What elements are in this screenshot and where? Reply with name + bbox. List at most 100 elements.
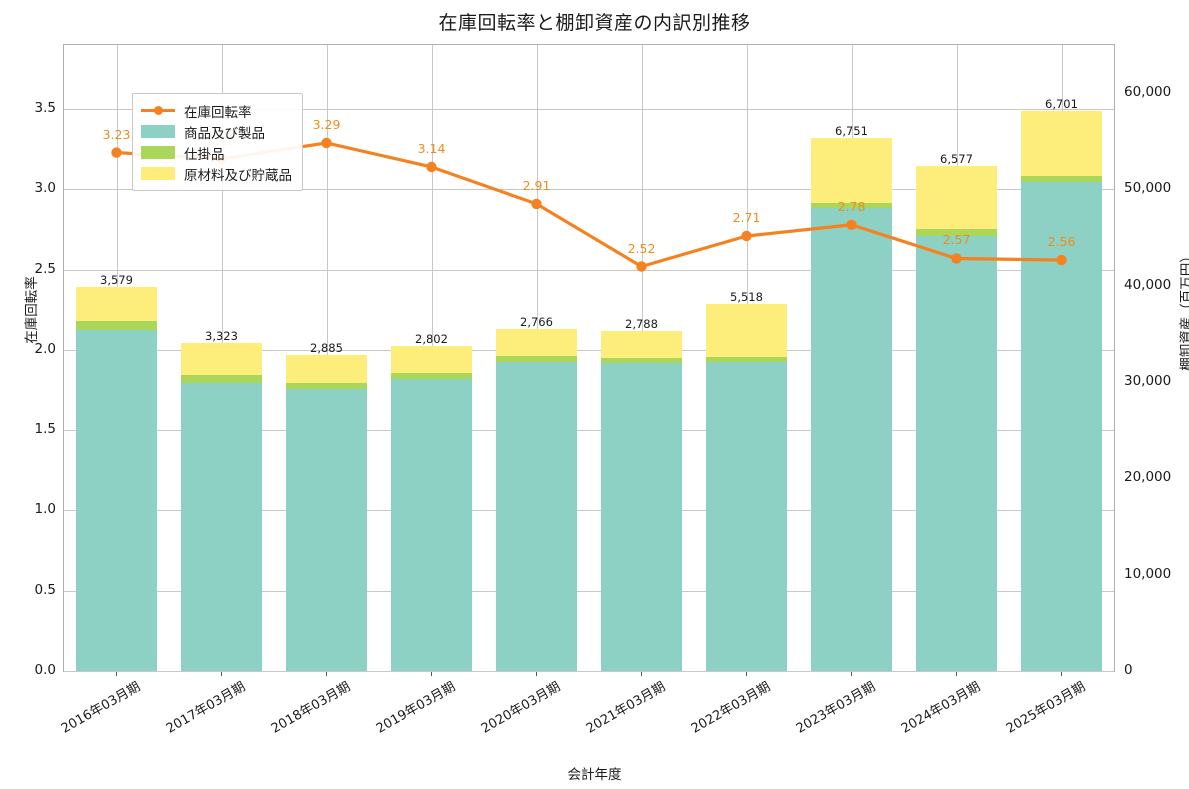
line-data-point[interactable] [741, 230, 752, 242]
bar-segment[interactable] [810, 137, 893, 203]
legend-item[interactable]: 仕掛品 [141, 142, 292, 163]
line-point-label: 3.23 [102, 126, 131, 142]
grid-line-horizontal [64, 349, 1114, 351]
line-data-point[interactable] [111, 147, 122, 158]
bar-segment[interactable] [600, 358, 683, 363]
y-axis-left-tick-label: 2.0 [34, 340, 56, 357]
x-axis-tick-label: 2017年03月期 [163, 679, 248, 737]
line-data-point[interactable] [426, 161, 437, 173]
y-axis-left-tick-label: 0.5 [34, 581, 56, 598]
legend-label: 在庫回転率 [184, 104, 252, 121]
bar-segment[interactable] [180, 375, 263, 383]
grid-line-horizontal [64, 430, 1114, 432]
y-axis-left-tick-label: 2.5 [34, 260, 56, 277]
y-axis-left-labels: 0.0 0.5 1.0 1.5 2.0 2.5 3.0 3.5 [0, 44, 1189, 678]
bar-segment[interactable] [705, 356, 788, 362]
x-axis-tick-label: 2022年03月期 [688, 679, 773, 737]
stacked-bar[interactable]: 30,3646172,802 [390, 45, 473, 671]
x-axis-tick [115, 672, 117, 676]
x-axis-tick [220, 672, 222, 676]
x-axis-tick [535, 672, 537, 676]
chart-legend: 在庫回転率商品及び製品 仕掛品 原材料及び貯蔵品 [132, 93, 303, 191]
line-data-point[interactable] [636, 261, 647, 272]
line-point-label: 2.57 [942, 232, 971, 248]
x-axis-tick-label: 2020年03月期 [478, 679, 563, 737]
y-axis-right-tick-label: 40,000 [1124, 276, 1172, 293]
bar-segment[interactable] [1020, 175, 1103, 183]
x-axis-tick-label: 2016年03月期 [58, 679, 143, 737]
bar-segment[interactable] [495, 329, 578, 356]
legend-color-swatch [141, 167, 175, 180]
line-point-label: 3.14 [417, 140, 446, 156]
line-point-label: 2.91 [522, 177, 551, 193]
bar-segment[interactable] [390, 378, 473, 671]
x-axis-tick [640, 672, 642, 676]
y-axis-left-tick-label: 1.5 [34, 421, 56, 438]
legend-item[interactable]: 商品及び製品 [141, 121, 292, 142]
y-axis-left-tick-label: 0.0 [34, 662, 56, 678]
bar-segment[interactable] [600, 331, 683, 359]
bar-segment[interactable] [285, 355, 368, 384]
bar-segment[interactable] [75, 329, 158, 671]
line-data-point[interactable] [531, 198, 542, 210]
bar-segment[interactable] [180, 382, 263, 671]
legend-color-swatch [141, 125, 175, 138]
x-axis-tick-label: 2025年03月期 [1003, 679, 1088, 737]
y-axis-right-tick-label: 10,000 [1124, 565, 1172, 582]
stacked-bar[interactable]: 48,0955426,751 [810, 45, 893, 671]
x-axis-tick [430, 672, 432, 676]
bar-segment[interactable] [390, 345, 473, 373]
bar-segment[interactable] [1020, 111, 1103, 176]
bar-segment[interactable] [75, 321, 158, 330]
x-axis-tick-label: 2024年03月期 [898, 679, 983, 737]
stacked-bar[interactable]: 32,0224542,788 [600, 45, 683, 671]
line-data-point[interactable] [951, 253, 962, 264]
line-point-label: 2.52 [627, 240, 656, 256]
bar-segment[interactable] [390, 372, 473, 379]
bar-segment[interactable] [810, 207, 893, 671]
x-axis-tick-label: 2023年03月期 [793, 679, 878, 737]
bar-segment[interactable] [285, 389, 368, 671]
legend-line-swatch [141, 104, 175, 117]
y-axis-right-tick-label: 60,000 [1124, 84, 1172, 101]
x-axis-tick [325, 672, 327, 676]
x-axis-tick-label: 2021年03月期 [583, 679, 668, 737]
grid-line-horizontal [64, 109, 1114, 111]
y-axis-right-tick-label: 50,000 [1124, 180, 1172, 197]
x-axis-tick [850, 672, 852, 676]
x-axis-tick-label: 2018年03月期 [268, 679, 353, 737]
grid-line-horizontal [64, 590, 1114, 592]
bar-segment[interactable] [705, 362, 788, 671]
grid-line-horizontal [64, 269, 1114, 271]
x-axis-tick [745, 672, 747, 676]
bar-segment[interactable] [495, 355, 578, 362]
bar-segment[interactable] [600, 362, 683, 671]
bar-segment[interactable] [915, 236, 998, 671]
bar-segment[interactable] [915, 165, 998, 230]
y-axis-right-tick-label: 0 [1124, 662, 1133, 678]
bar-segment[interactable] [75, 286, 158, 322]
y-axis-right-tick-label: 30,000 [1124, 373, 1172, 390]
bar-segment[interactable] [495, 361, 578, 671]
line-point-label: 2.78 [837, 198, 866, 214]
line-point-label: 3.29 [312, 116, 341, 132]
y-axis-left-tick-label: 3.5 [34, 100, 56, 117]
bar-segment[interactable] [810, 202, 893, 208]
line-data-point[interactable] [321, 137, 332, 149]
bar-segment[interactable] [180, 343, 263, 376]
y-axis-left-tick-label: 1.0 [34, 501, 56, 518]
bar-segment[interactable] [915, 229, 998, 237]
legend-label: 商品及び製品 [184, 125, 265, 142]
legend-color-swatch [141, 146, 175, 159]
legend-item[interactable]: 原材料及び貯蔵品 [141, 163, 292, 184]
x-axis-tick-label: 2019年03月期 [373, 679, 458, 737]
x-axis-tick [955, 672, 957, 676]
legend-item[interactable]: 在庫回転率 [141, 100, 292, 121]
line-data-point[interactable] [1056, 254, 1067, 266]
bar-segment[interactable] [705, 303, 788, 357]
y-axis-right-tick-label: 20,000 [1124, 469, 1172, 486]
stacked-bar[interactable]: 32,0976372,766 [495, 45, 578, 671]
line-data-point[interactable] [846, 219, 857, 230]
bar-segment[interactable] [285, 383, 368, 390]
